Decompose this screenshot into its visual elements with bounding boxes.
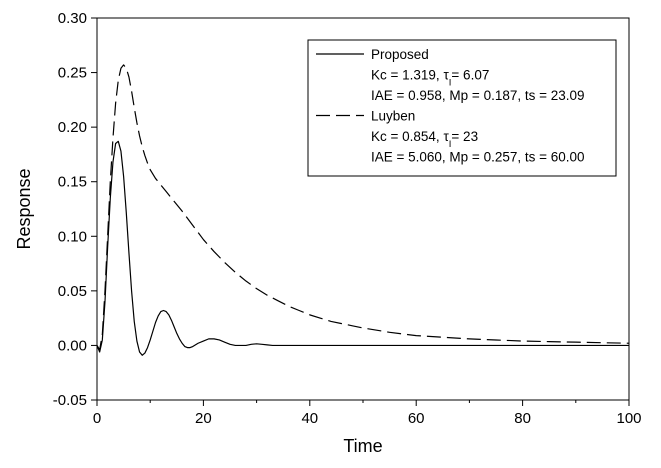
series-layer	[96, 64, 630, 356]
legend-box	[307, 39, 617, 177]
y-tick-label: 0.25	[58, 65, 87, 82]
series-line-luyben	[96, 64, 630, 351]
x-tick-label: 100	[616, 410, 641, 427]
y-tick-label: 0.15	[58, 174, 87, 191]
y-tick-label: 0.00	[58, 337, 87, 354]
legend-parameter-line: Kc = 0.854, τI= 23	[371, 129, 478, 150]
y-axis-ticks: -0.05 0.00 0.05 0.10 0.15 0.20 0.25 0.30	[53, 10, 97, 409]
legend-parameter-line: IAE = 5.060, Mp = 0.257, ts = 60.00	[371, 150, 585, 165]
y-tick-label: 0.10	[58, 228, 87, 245]
y-tick-label: 0.05	[58, 283, 87, 300]
series-line-proposed	[96, 140, 629, 356]
x-tick-label: 0	[93, 410, 101, 427]
legend-series-name: Luyben	[371, 109, 415, 124]
x-tick-label: 20	[195, 410, 212, 427]
x-axis-ticks: 0 20 40 60 80 100	[93, 400, 642, 427]
x-tick-label: 80	[514, 410, 531, 427]
x-axis-title: Time	[343, 436, 382, 456]
y-tick-label: -0.05	[53, 392, 87, 409]
y-axis-title: Response	[14, 168, 34, 249]
legend-parameter-line: IAE = 0.958, Mp = 0.187, ts = 23.09	[371, 88, 585, 103]
y-tick-label: 0.30	[58, 10, 87, 27]
legend-series-name: Proposed	[371, 47, 429, 62]
legend-parameter-line: Kc = 1.319, τI= 6.07	[371, 68, 489, 89]
y-tick-label: 0.20	[58, 119, 87, 136]
x-tick-label: 40	[301, 410, 318, 427]
x-tick-label: 60	[408, 410, 425, 427]
